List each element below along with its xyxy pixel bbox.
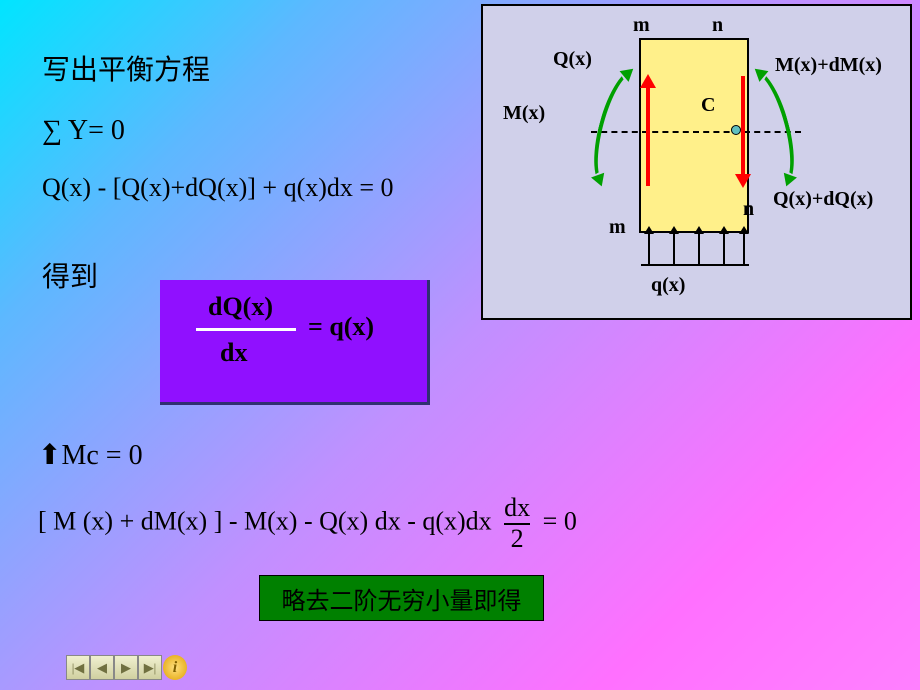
prev-icon: ◀	[97, 660, 107, 676]
q-arrow-4	[723, 234, 725, 264]
label-m-top: m	[633, 14, 650, 37]
q-arrow-5	[743, 234, 745, 264]
beam-element-diagram: m n m n Q(x) M(x) M(x)+dM(x) Q(x)+dQ(x) …	[481, 4, 912, 320]
label-n-top: n	[712, 14, 723, 37]
nav-bar: |◀ ◀ ▶ ▶| i	[66, 655, 187, 680]
label-m-bot: m	[609, 216, 626, 239]
q-arrow-3	[698, 234, 700, 264]
label-qx: Q(x)	[553, 48, 592, 71]
first-icon: |◀	[72, 660, 85, 676]
result-rhs: = q(x)	[308, 312, 374, 342]
heading-result: 得到	[42, 255, 98, 295]
dist-load-base	[641, 264, 749, 266]
result-numerator: dQ(x)	[208, 292, 273, 322]
fraction-line	[196, 328, 296, 331]
label-n-bot: n	[743, 198, 754, 221]
label-qx-dist: q(x)	[651, 274, 685, 297]
info-icon: i	[173, 659, 177, 677]
note-box: 略去二阶无穷小量即得	[259, 575, 544, 621]
q-arrow-1	[648, 234, 650, 264]
label-mxdmx: M(x)+dM(x)	[775, 54, 882, 77]
eq-shear: Q(x) - [Q(x)+dQ(x)] + q(x)dx = 0	[42, 173, 394, 203]
result-denominator: dx	[220, 338, 247, 368]
shear-right-arrow	[741, 76, 745, 176]
nav-prev-button[interactable]: ◀	[90, 655, 114, 680]
label-c: C	[701, 94, 715, 117]
heading-equilibrium: 写出平衡方程	[42, 48, 210, 88]
nav-first-button[interactable]: |◀	[66, 655, 90, 680]
eq-sum-mc: ⬆Mc = 0	[38, 438, 143, 472]
eq-moment: [ M (x) + dM(x) ] - M(x) - Q(x) dx - q(x…	[38, 494, 577, 553]
next-icon: ▶	[121, 660, 131, 676]
nav-next-button[interactable]: ▶	[114, 655, 138, 680]
eq-sum-y: ∑ Y= 0	[42, 115, 125, 147]
q-arrow-2	[673, 234, 675, 264]
label-qxdqx: Q(x)+dQ(x)	[773, 188, 873, 211]
nav-info-button[interactable]: i	[163, 655, 187, 680]
point-c-marker	[731, 125, 741, 135]
label-mx: M(x)	[503, 102, 545, 125]
shear-left-arrow	[646, 86, 650, 186]
nav-last-button[interactable]: ▶|	[138, 655, 162, 680]
result-box: dQ(x) dx = q(x)	[160, 280, 430, 405]
last-icon: ▶|	[144, 660, 157, 676]
beam-element	[639, 38, 749, 233]
